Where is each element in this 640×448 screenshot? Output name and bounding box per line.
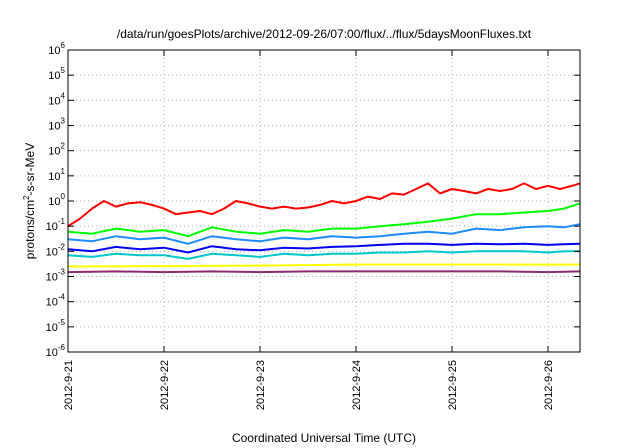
chart-title: /data/run/goesPlots/archive/2012-09-26/0…	[117, 27, 532, 41]
y-tick-base: 10	[48, 146, 60, 158]
y-tick-base: 10	[48, 70, 60, 82]
y-tick-base: 10	[46, 322, 58, 334]
y-axis-label: protons/cm2-s-sr-MeV	[22, 143, 37, 259]
y-tick-exp: -3	[58, 268, 66, 277]
x-ticks: 2012-9-21 2012-9-22 2012-9-23 2012-9-24 2012…	[63, 50, 555, 410]
y-tick-exp: -4	[58, 293, 66, 302]
y-tick-base: 10	[48, 196, 60, 208]
x-tick-label: 2012-9-23	[255, 360, 267, 410]
y-tick-base: 10	[46, 221, 58, 233]
y-tick-label: 101	[48, 167, 65, 183]
y-tick-base: 10	[48, 121, 60, 133]
y-tick-base: 10	[48, 45, 60, 57]
y-tick-exp: 1	[61, 167, 66, 176]
x-tick-label: 2012-9-25	[447, 360, 459, 410]
series-line-4	[67, 242, 581, 254]
y-tick-exp: 2	[61, 142, 66, 151]
y-tick-base: 10	[46, 347, 58, 359]
grid	[68, 50, 580, 352]
x-tick-label: 2012-9-22	[159, 360, 171, 410]
y-tick-exp: -2	[58, 242, 66, 251]
y-tick-exp: 5	[61, 66, 66, 75]
x-axis-label: Coordinated Universal Time (UTC)	[232, 431, 416, 445]
series-line-2	[67, 202, 581, 238]
y-tick-label: 100	[48, 192, 65, 208]
y-tick-base: 10	[46, 272, 58, 284]
y-tick-label: 10-2	[46, 242, 66, 258]
y-tick-label: 10-6	[46, 343, 66, 359]
y-tick-exp: 4	[61, 91, 66, 100]
y-tick-label: 10-4	[46, 293, 66, 309]
y-tick-exp: -1	[58, 217, 66, 226]
y-tick-label: 10-5	[46, 318, 66, 334]
x-tick-label: 2012-9-21	[63, 360, 75, 410]
series-line-5	[67, 250, 580, 260]
y-tick-exp: 3	[61, 117, 66, 126]
x-tick-label: 2012-9-24	[351, 360, 363, 410]
y-tick-exp: -5	[58, 318, 66, 327]
x-tick-label: 2012-9-26	[543, 360, 555, 410]
y-tick-base: 10	[48, 95, 60, 107]
series-line-3	[67, 223, 581, 245]
y-tick-base: 10	[46, 246, 58, 258]
y-tick-exp: -6	[58, 343, 66, 352]
series-line-1	[67, 182, 581, 228]
y-tick-base: 10	[48, 171, 60, 183]
y-tick-label: 102	[48, 142, 65, 158]
y-tick-label: 105	[48, 66, 65, 82]
y-tick-label: 10-3	[46, 268, 66, 284]
y-tick-label: 104	[48, 91, 65, 107]
series-line-7	[67, 270, 581, 274]
y-ticks: 10-610-510-410-310-210-11001011021031041…	[46, 41, 580, 359]
y-axis-label-part1: protons/cm	[23, 200, 37, 259]
series-line-6	[67, 263, 580, 268]
y-axis-label-sup: 2	[22, 195, 31, 200]
y-tick-base: 10	[46, 297, 58, 309]
y-tick-exp: 0	[61, 192, 66, 201]
series-group	[67, 182, 581, 274]
y-axis-label-part2: -s-sr-MeV	[23, 143, 37, 196]
y-tick-label: 103	[48, 117, 65, 133]
y-tick-exp: 6	[61, 41, 66, 50]
y-tick-label: 10-1	[46, 217, 66, 233]
y-tick-label: 106	[48, 41, 65, 57]
